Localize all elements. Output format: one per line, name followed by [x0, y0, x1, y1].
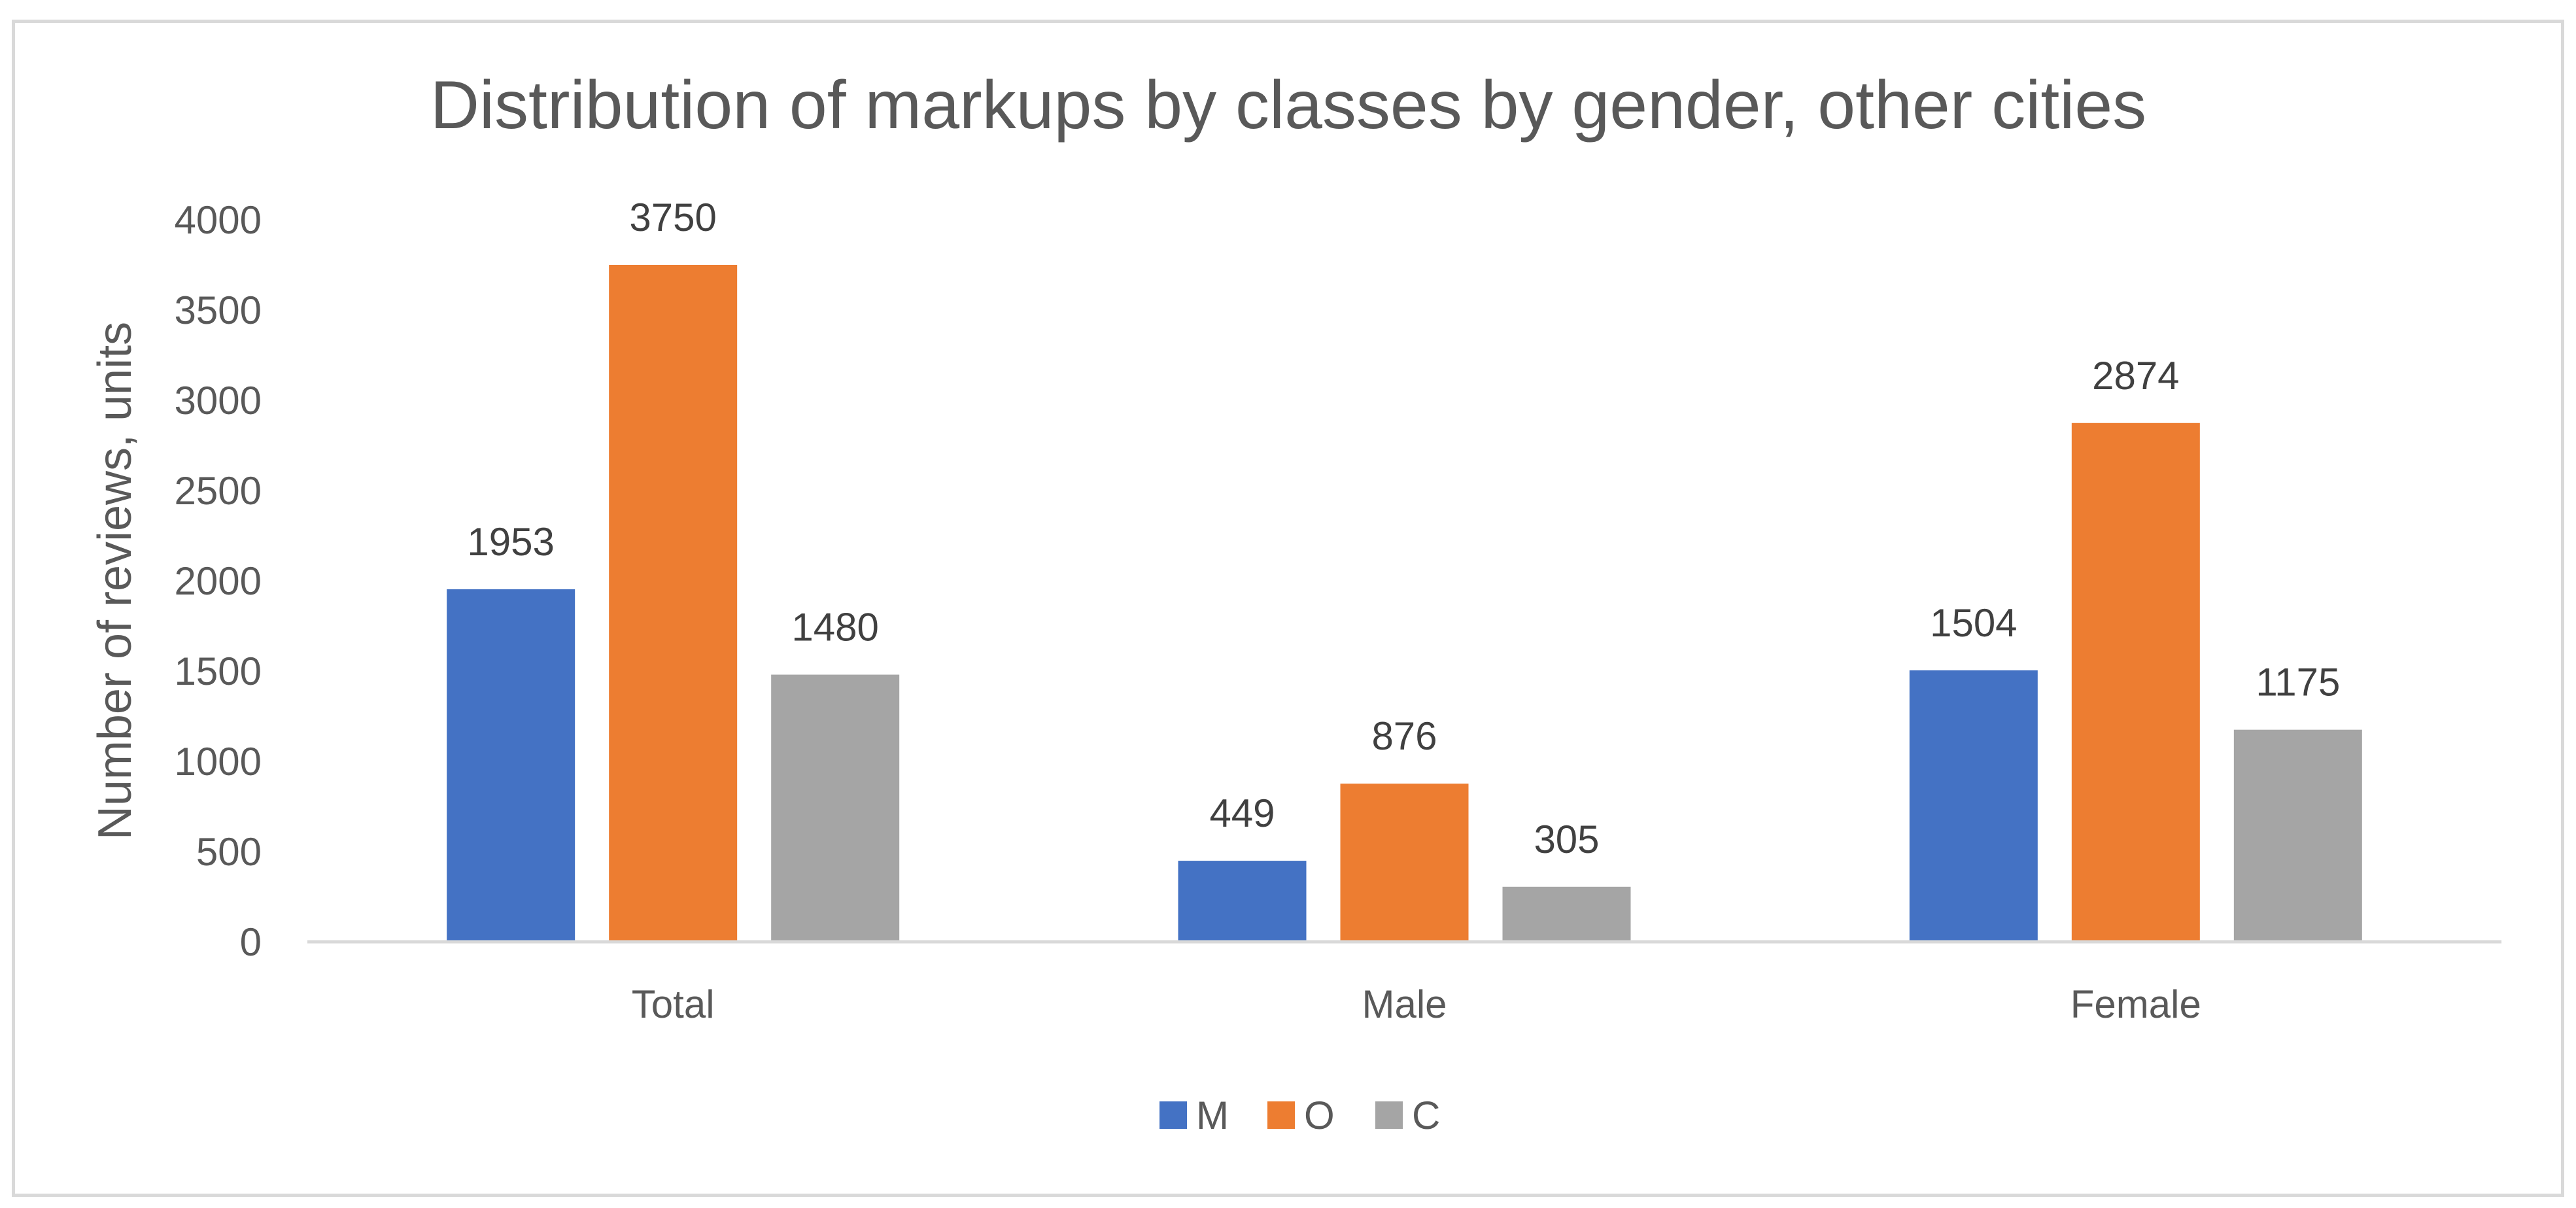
- data-label: 1175: [2256, 661, 2340, 704]
- y-tick-label: 2500: [175, 469, 262, 513]
- y-tick-label: 0: [240, 920, 262, 964]
- data-label: 876: [1371, 714, 1437, 758]
- bar-c-female: [2233, 729, 2362, 942]
- y-tick-label: 3000: [175, 379, 262, 423]
- x-axis-categories: Total Male Female: [632, 982, 2201, 1026]
- bar-m-female: [1909, 670, 2038, 942]
- x-category-label: Male: [1362, 982, 1447, 1026]
- data-label: 1480: [791, 606, 878, 649]
- data-label: 305: [1534, 818, 1599, 861]
- y-tick-label: 2000: [175, 559, 262, 603]
- data-label: 449: [1209, 791, 1275, 835]
- data-label: 3750: [629, 196, 716, 239]
- bar-m-total: [447, 589, 575, 942]
- legend-label: C: [1412, 1094, 1440, 1137]
- bar-c-total: [771, 674, 900, 942]
- legend-swatch-c: [1375, 1101, 1403, 1129]
- data-label: 1953: [467, 520, 554, 564]
- chart-title: Distribution of markups by classes by ge…: [430, 67, 2146, 143]
- bar-o-male: [1340, 784, 1469, 942]
- y-axis-ticks: 0 500 1000 1500 2000 2500 3000 3500 4000: [175, 198, 262, 964]
- legend-swatch-o: [1267, 1101, 1295, 1129]
- y-tick-label: 1000: [175, 740, 262, 784]
- y-tick-label: 500: [196, 830, 262, 874]
- data-labels-group: 1953 3750 1480 449 876 305 1504 2874 1175: [467, 196, 2340, 861]
- legend-label: M: [1196, 1094, 1229, 1137]
- bar-m-male: [1178, 861, 1307, 942]
- y-tick-label: 4000: [175, 198, 262, 242]
- bar-series-group: [447, 265, 2362, 942]
- y-tick-label: 1500: [175, 649, 262, 693]
- y-axis-title: Number of reviews, units: [89, 322, 141, 840]
- bar-o-female: [2071, 423, 2200, 942]
- x-category-label: Female: [2070, 982, 2201, 1026]
- bar-c-male: [1502, 886, 1631, 942]
- bar-o-total: [609, 265, 738, 942]
- legend-label: O: [1304, 1094, 1335, 1137]
- x-category-label: Total: [632, 982, 715, 1026]
- y-tick-label: 3500: [175, 288, 262, 332]
- data-label: 1504: [1930, 601, 2017, 645]
- legend-swatch-m: [1159, 1101, 1187, 1129]
- data-label: 2874: [2092, 354, 2179, 398]
